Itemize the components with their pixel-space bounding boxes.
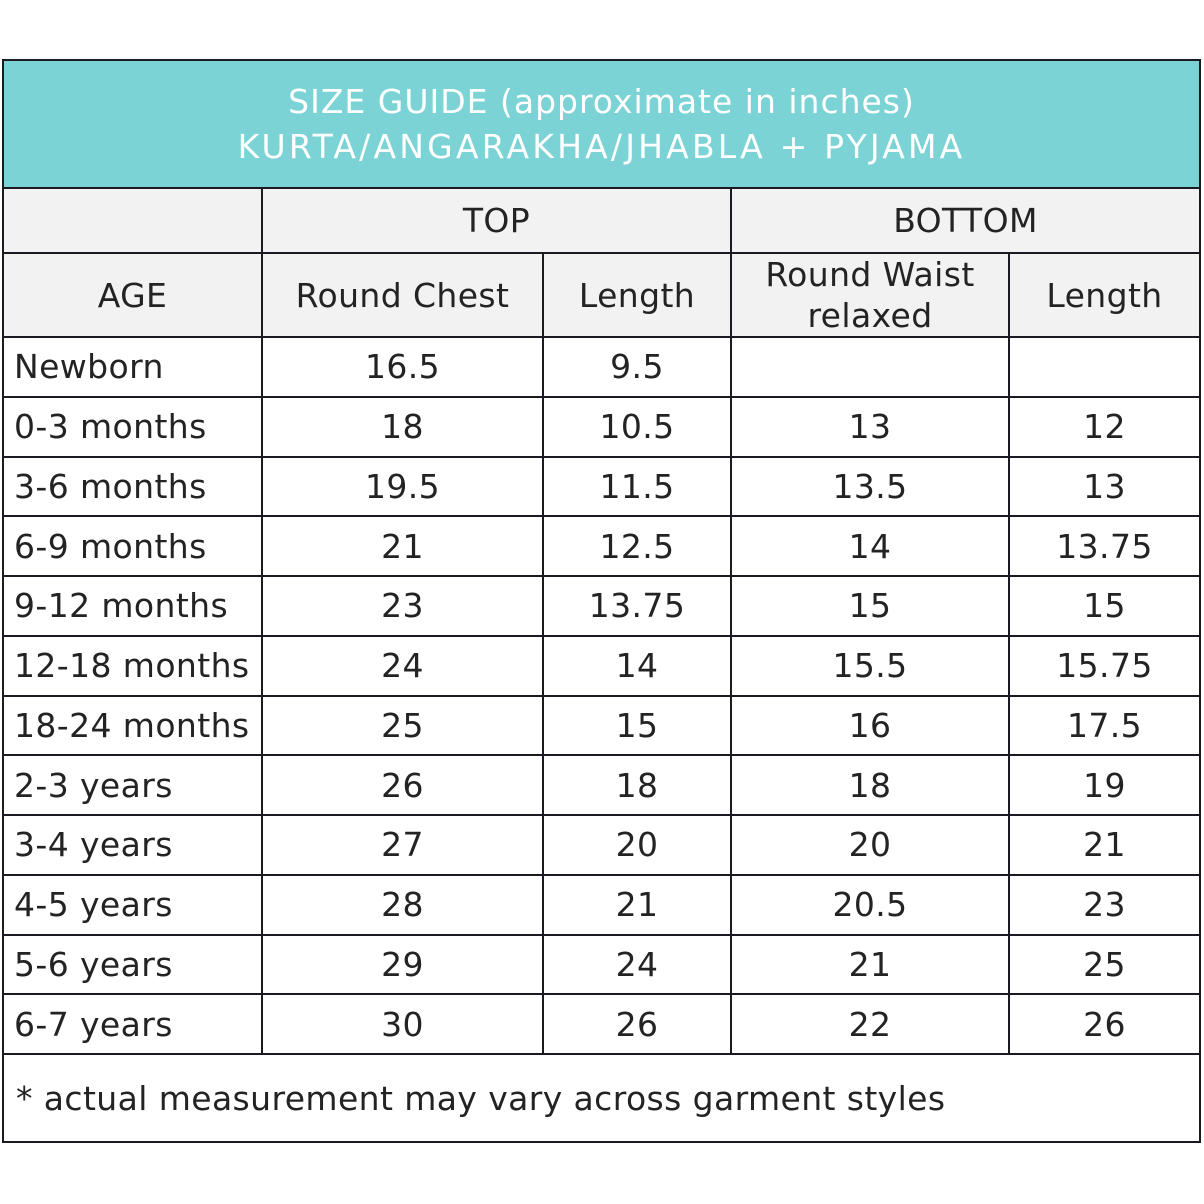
bottom-length-cell	[1007, 336, 1202, 398]
column-header-row: AGE Round Chest Length Round Waist relax…	[2, 252, 1202, 338]
table-row-18-24-months: 18-24 months 25 15 16 17.5	[2, 694, 1202, 757]
round-chest-cell: 28	[261, 873, 544, 936]
age-cell: 4-5 years	[2, 873, 263, 936]
top-length-cell: 11.5	[542, 455, 732, 518]
bottom-length-cell: 13	[1007, 455, 1202, 518]
round-chest-cell: 30	[261, 993, 544, 1055]
round-waist-cell: 16	[730, 694, 1010, 757]
round-chest-cell: 29	[261, 933, 544, 996]
top-length-cell: 21	[542, 873, 732, 936]
bottom-length-cell: 15	[1007, 575, 1202, 637]
age-cell: 6-9 months	[2, 515, 263, 577]
column-header-bottom-length: Length	[1007, 252, 1202, 338]
bottom-length-cell: 25	[1007, 933, 1202, 996]
table-row-4-5-years: 4-5 years 28 21 20.5 23	[2, 873, 1202, 936]
round-chest-cell: 19.5	[261, 455, 544, 518]
bottom-length-cell: 12	[1007, 395, 1202, 458]
age-cell: 9-12 months	[2, 575, 263, 637]
bottom-length-cell: 13.75	[1007, 515, 1202, 577]
round-waist-cell	[730, 336, 1010, 398]
banner: SIZE GUIDE (approximate in inches) KURTA…	[1, 59, 1202, 189]
table-row-5-6-years: 5-6 years 29 24 21 25	[2, 933, 1202, 996]
column-header-round-chest: Round Chest	[261, 252, 544, 338]
top-length-cell: 24	[542, 933, 732, 996]
top-length-cell: 13.75	[542, 575, 732, 637]
round-waist-cell: 18	[730, 754, 1010, 816]
age-cell: Newborn	[2, 336, 263, 398]
column-header-top-length: Length	[542, 252, 732, 338]
round-waist-cell: 22	[730, 993, 1010, 1055]
footnote: * actual measurement may vary across gar…	[1, 1053, 1202, 1143]
bottom-length-cell: 15.75	[1007, 634, 1202, 697]
round-chest-cell: 16.5	[261, 336, 544, 398]
round-waist-cell: 13	[730, 395, 1010, 458]
top-length-cell: 14	[542, 634, 732, 697]
banner-row: SIZE GUIDE (approximate in inches) KURTA…	[1, 59, 1202, 189]
table-row-0-3-months: 0-3 months 18 10.5 13 12	[2, 395, 1202, 458]
bottom-length-cell: 23	[1007, 873, 1202, 936]
column-header-round-waist: Round Waist relaxed	[730, 252, 1010, 338]
round-chest-cell: 18	[261, 395, 544, 458]
round-waist-cell: 15.5	[730, 634, 1010, 697]
top-length-cell: 18	[542, 754, 732, 816]
bottom-length-cell: 19	[1007, 754, 1202, 816]
bottom-length-cell: 21	[1007, 814, 1202, 876]
table-row-6-7-years: 6-7 years 30 26 22 26	[2, 993, 1202, 1055]
group-header-spacer	[2, 187, 263, 254]
banner-title-line1: SIZE GUIDE (approximate in inches)	[288, 82, 915, 121]
round-waist-cell: 21	[730, 933, 1010, 996]
round-chest-cell: 27	[261, 814, 544, 876]
round-chest-cell: 23	[261, 575, 544, 637]
age-cell: 0-3 months	[2, 395, 263, 458]
age-cell: 3-6 months	[2, 455, 263, 518]
age-cell: 2-3 years	[2, 754, 263, 816]
round-waist-cell: 15	[730, 575, 1010, 637]
round-chest-cell: 24	[261, 634, 544, 697]
top-length-cell: 20	[542, 814, 732, 876]
round-waist-cell: 20.5	[730, 873, 1010, 936]
bottom-length-cell: 26	[1007, 993, 1202, 1055]
bottom-length-cell: 17.5	[1007, 694, 1202, 757]
age-cell: 18-24 months	[2, 694, 263, 757]
group-header-bottom: BOTTOM	[729, 187, 1202, 254]
column-header-age: AGE	[2, 252, 263, 338]
group-header-row: TOP BOTTOM	[2, 187, 1202, 254]
table-row-9-12-months: 9-12 months 23 13.75 15 15	[2, 575, 1202, 637]
round-waist-cell: 20	[730, 814, 1010, 876]
table-row-newborn: Newborn 16.5 9.5	[2, 336, 1202, 398]
footnote-row: * actual measurement may vary across gar…	[1, 1053, 1202, 1143]
round-chest-cell: 25	[261, 694, 544, 757]
table-row-3-4-years: 3-4 years 27 20 20 21	[2, 814, 1202, 876]
top-length-cell: 15	[542, 694, 732, 757]
table-row-6-9-months: 6-9 months 21 12.5 14 13.75	[2, 515, 1202, 577]
top-length-cell: 9.5	[542, 336, 732, 398]
top-length-cell: 10.5	[542, 395, 732, 458]
age-cell: 5-6 years	[2, 933, 263, 996]
age-cell: 12-18 months	[2, 634, 263, 697]
banner-title-line2: KURTA/ANGARAKHA/JHABLA + PYJAMA	[237, 127, 966, 166]
table-row-3-6-months: 3-6 months 19.5 11.5 13.5 13	[2, 455, 1202, 518]
age-cell: 6-7 years	[2, 993, 263, 1055]
round-waist-cell: 13.5	[730, 455, 1010, 518]
group-header-top: TOP	[261, 187, 732, 254]
top-length-cell: 26	[542, 993, 732, 1055]
round-chest-cell: 26	[261, 754, 544, 816]
age-cell: 3-4 years	[2, 814, 263, 876]
size-guide-table: SIZE GUIDE (approximate in inches) KURTA…	[1, 59, 1202, 1143]
top-length-cell: 12.5	[542, 515, 732, 577]
table-row-2-3-years: 2-3 years 26 18 18 19	[2, 754, 1202, 816]
table-row-12-18-months: 12-18 months 24 14 15.5 15.75	[2, 634, 1202, 697]
round-chest-cell: 21	[261, 515, 544, 577]
round-waist-cell: 14	[730, 515, 1010, 577]
